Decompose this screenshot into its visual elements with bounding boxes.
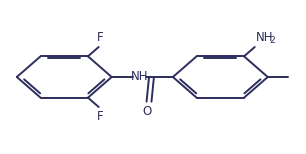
Text: NH: NH	[131, 70, 149, 83]
Text: F: F	[97, 110, 103, 123]
Text: NH: NH	[256, 31, 274, 44]
Text: F: F	[97, 31, 103, 44]
Text: O: O	[143, 105, 152, 118]
Text: 2: 2	[270, 36, 276, 45]
